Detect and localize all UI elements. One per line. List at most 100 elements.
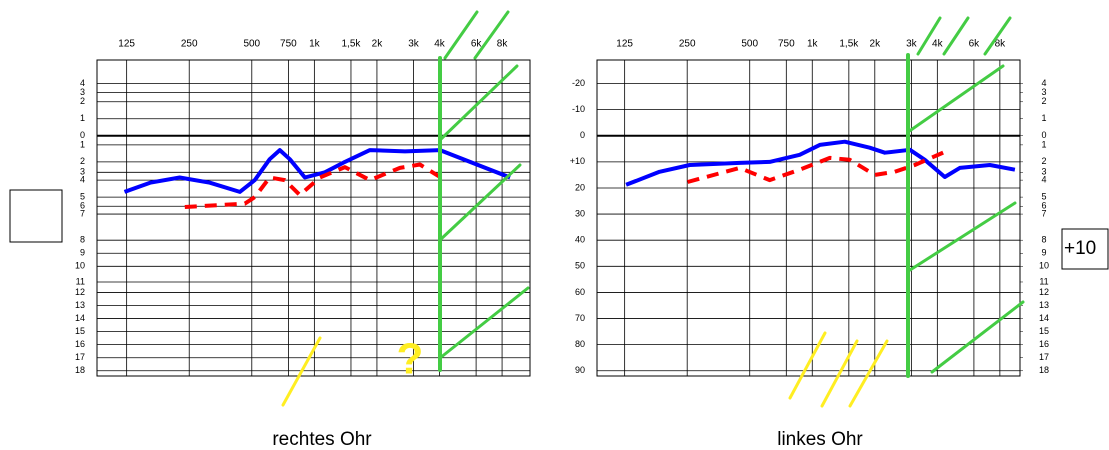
y2-tick-label: 1 (1041, 113, 1046, 123)
y2-tick-label: 9 (1041, 248, 1046, 258)
y2-tick-label: 4 (1041, 175, 1046, 185)
offset-box (1061, 228, 1109, 270)
y-tick-label: 1 (80, 113, 85, 123)
y2-tick-label: 1 (1041, 139, 1046, 149)
y2-tick-label: 2 (1041, 156, 1046, 166)
y-tick-label: 6 (80, 201, 85, 211)
y2-tick-label: 13 (1039, 300, 1049, 310)
x-tick-label: 8k (995, 39, 1007, 50)
y-tick-label: 80 (575, 339, 585, 349)
x-tick-label: 125 (616, 39, 633, 50)
y2-tick-label: 2 (1041, 96, 1046, 106)
y-tick-label: 8 (80, 235, 85, 245)
y-tick-label: +10 (570, 156, 585, 166)
x-tick-label: 2k (870, 39, 882, 50)
x-tick-label: 1,5k (342, 39, 362, 50)
empty-box (9, 189, 63, 243)
marker-line (788, 331, 827, 400)
y2-tick-label: 6 (1041, 201, 1046, 211)
x-tick-label: 750 (280, 39, 297, 50)
y2-tick-label: 5 (1041, 191, 1046, 201)
y-tick-label: 14 (75, 313, 85, 323)
x-tick-label: 250 (679, 39, 696, 50)
marker-line (438, 163, 522, 242)
y2-tick-label: 8 (1041, 235, 1046, 245)
y-tick-label: 7 (80, 208, 85, 218)
marker-line (438, 64, 519, 142)
y-tick-label: 30 (575, 208, 585, 218)
x-tick-label: 1,5k (839, 39, 859, 50)
y-tick-label: 5 (80, 191, 85, 201)
y-tick-label: 10 (75, 261, 85, 271)
y2-tick-label: 0 (1041, 130, 1046, 140)
y2-tick-label: 10 (1039, 261, 1049, 271)
y2-tick-label: 12 (1039, 287, 1049, 297)
x-tick-label: 500 (741, 39, 758, 50)
marker-line (916, 16, 942, 56)
marker-line (848, 339, 889, 408)
plots: 125 250 500 750 1k 1,5k 2k 3k 4k 6k 8k432101234567… (75, 39, 1049, 377)
y-tick-label: 0 (580, 130, 585, 140)
y-tick-label: 90 (575, 365, 585, 375)
y2-tick-label: 11 (1039, 276, 1048, 286)
x-tick-label: 6k (471, 39, 483, 50)
y-tick-label: 3 (80, 87, 85, 97)
y-tick-label: 1 (80, 139, 85, 149)
yellow-annotations (281, 331, 889, 408)
data-line (123, 148, 511, 194)
y-tick-label: 0 (80, 130, 85, 140)
y-tick-label: 20 (575, 182, 585, 192)
y-tick-label: 15 (75, 326, 85, 336)
chart-title: linkes Ohr (777, 429, 863, 450)
y2-tick-label: 7 (1041, 208, 1046, 218)
y-tick-label: 3 (80, 167, 85, 177)
y-tick-label: -20 (572, 78, 585, 88)
marker-line (820, 339, 859, 408)
y-tick-label: 16 (75, 339, 85, 349)
x-tick-label: 250 (181, 39, 198, 50)
y-tick-label: 4 (80, 175, 85, 185)
plot-frame (596, 59, 1021, 377)
x-tick-label: 1k (807, 39, 819, 50)
marker-line (438, 286, 530, 360)
plot-frame (96, 59, 531, 377)
y-tick-label: 4 (80, 78, 85, 88)
data-line (687, 150, 946, 184)
x-tick-label: 8k (497, 39, 509, 50)
y-tick-label: 2 (80, 156, 85, 166)
y-tick-label: 50 (575, 261, 585, 271)
y-tick-label: 12 (75, 287, 85, 297)
x-tick-label: 3k (408, 39, 420, 50)
question-mark: ? (397, 335, 424, 384)
y-tick-label: 17 (75, 352, 85, 362)
x-tick-label: 3k (906, 39, 918, 50)
y2-tick-label: 14 (1039, 313, 1049, 323)
x-tick-label: 750 (778, 39, 795, 50)
y-tick-label: 2 (80, 96, 85, 106)
green-annotations (438, 10, 1025, 378)
marker-line (906, 64, 1005, 134)
x-tick-label: 125 (118, 39, 135, 50)
data-line (625, 139, 1016, 187)
x-tick-label: 500 (243, 39, 260, 50)
data-line (184, 162, 447, 209)
y-tick-label: 40 (575, 235, 585, 245)
x-tick-label: 2k (372, 39, 384, 50)
marker-line (443, 10, 479, 60)
y2-tick-label: 4 (1041, 78, 1046, 88)
x-tick-label: 6k (969, 39, 981, 50)
y2-tick-label: 18 (1039, 365, 1049, 375)
x-tick-label: 4k (932, 39, 944, 50)
marker-line (281, 336, 322, 407)
y2-tick-label: 3 (1041, 87, 1046, 97)
x-tick-label: 4k (434, 39, 446, 50)
marker-line (908, 201, 1017, 272)
y-tick-label: 60 (575, 287, 585, 297)
y-tick-label: 11 (76, 276, 85, 286)
marker-line (983, 16, 1012, 56)
marker-line (473, 10, 510, 60)
y2-tick-label: 16 (1039, 339, 1049, 349)
offset-label: +10 (1064, 238, 1096, 259)
marker-line (942, 16, 970, 56)
